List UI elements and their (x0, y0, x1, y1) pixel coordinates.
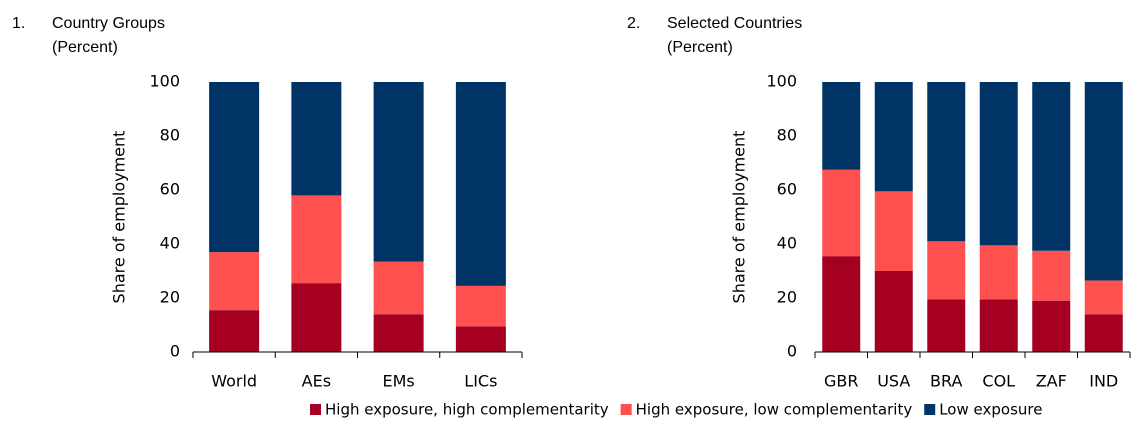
panel-subtitle: (Percent) (52, 39, 118, 56)
bar-segment (291, 82, 342, 196)
x-tick-label: LICs (464, 372, 497, 391)
x-tick-label: IND (1089, 372, 1118, 391)
legend-label: High exposure, high complementarity (325, 401, 609, 419)
y-tick-label: 0 (787, 342, 797, 361)
panel-title: Selected Countries (667, 15, 802, 32)
panel-number: 2. (627, 15, 640, 32)
legend-label: High exposure, low complementarity (636, 401, 913, 419)
bar-segment (291, 195, 342, 284)
bar-segment (927, 82, 966, 242)
y-tick-label: 60 (777, 180, 797, 199)
bar-segment (1084, 280, 1123, 315)
x-tick-label: BRA (930, 372, 962, 391)
bar-segment (1032, 300, 1071, 352)
x-tick-label: COL (982, 372, 1015, 391)
bar-segment (209, 310, 260, 352)
bar-segment (455, 326, 506, 352)
y-axis-label: Share of employment (730, 131, 749, 304)
bar-segment (209, 252, 260, 311)
panel-subtitle: (Percent) (667, 39, 733, 56)
bar-segment (1032, 250, 1071, 301)
bar-segment (822, 256, 861, 352)
x-tick-label: World (211, 372, 257, 391)
bar-segment (1084, 314, 1123, 352)
y-axis-label: Share of employment (110, 131, 129, 304)
x-tick-label: ZAF (1036, 372, 1067, 391)
bar-segment (455, 285, 506, 327)
bar-segment (927, 299, 966, 352)
legend-swatch (620, 404, 632, 415)
bar-segment (209, 82, 260, 253)
bar-segment (979, 245, 1018, 300)
panel-title: Country Groups (52, 15, 165, 32)
bar-segment (874, 271, 913, 352)
y-tick-label: 80 (777, 126, 797, 145)
bar-segment (373, 82, 424, 262)
bar-segment (874, 191, 913, 271)
bar-segment (927, 241, 966, 300)
bar-segment (291, 283, 342, 352)
y-tick-label: 60 (160, 180, 180, 199)
legend-swatch (924, 404, 936, 415)
bar-segment (373, 314, 424, 352)
y-tick-label: 20 (160, 288, 180, 307)
bar-segment (979, 299, 1018, 352)
bar-segment (979, 82, 1018, 246)
x-tick-label: GBR (824, 372, 859, 391)
bar-segment (822, 169, 861, 257)
legend-swatch (310, 404, 321, 415)
bar-segment (874, 82, 913, 192)
bar-segment (1032, 82, 1071, 251)
bar-segment (822, 82, 861, 170)
bar-segment (1084, 82, 1123, 281)
x-tick-label: USA (877, 372, 910, 391)
bar-segment (455, 82, 506, 286)
y-tick-label: 40 (160, 234, 180, 253)
x-tick-label: AEs (302, 372, 331, 391)
panel-number: 1. (12, 15, 25, 32)
y-tick-label: 100 (766, 72, 797, 91)
y-tick-label: 0 (170, 342, 180, 361)
x-tick-label: EMs (383, 372, 415, 391)
y-tick-label: 40 (777, 234, 797, 253)
bar-segment (373, 261, 424, 315)
y-tick-label: 80 (160, 126, 180, 145)
y-tick-label: 100 (149, 72, 180, 91)
legend-label: Low exposure (939, 401, 1042, 419)
y-tick-label: 20 (777, 288, 797, 307)
